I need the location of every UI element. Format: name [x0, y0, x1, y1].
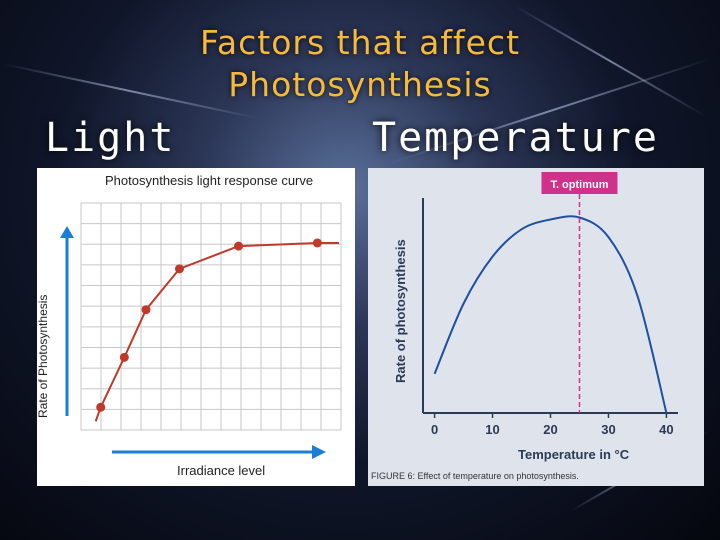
temp-series: [433, 194, 668, 414]
temp-tick-label: 30: [601, 422, 615, 437]
light-data-point: [119, 352, 129, 362]
temp-tick-label: 20: [543, 422, 557, 437]
light-data-point: [234, 241, 244, 251]
t-optimum-label: T. optimum: [550, 179, 608, 191]
light-chart-svg: Photosynthesis light response curve Rate…: [36, 173, 342, 478]
slide-title: Factors that affect Photosynthesis: [150, 22, 570, 106]
light-data-point: [312, 238, 322, 248]
light-data-point: [141, 305, 151, 315]
t-optimum-label-box: [541, 172, 618, 194]
light-chart-grid: [80, 202, 342, 431]
light-chart-title: Photosynthesis light response curve: [105, 173, 313, 188]
light-x-axis-label: Irradiance level: [177, 463, 265, 478]
light-response-line: [94, 242, 339, 422]
slide-title-line-2: Photosynthesis: [228, 65, 492, 104]
temp-y-axis-label: Rate of photosynthesis: [393, 239, 408, 383]
light-response-chart: Photosynthesis light response curve Rate…: [36, 168, 355, 486]
heading-light: Light: [45, 115, 176, 161]
light-series: [94, 238, 339, 422]
light-data-point: [174, 264, 184, 274]
temp-figure-caption: FIGURE 6: Effect of temperature on photo…: [371, 471, 579, 481]
temperature-response-curve: [433, 215, 668, 414]
temperature-chart: Rate of photosynthesis Temperature in °C…: [368, 168, 704, 486]
temp-x-ticks: 0 10 20 30 40: [431, 413, 674, 437]
temp-tick-label: 10: [485, 422, 499, 437]
light-y-axis-label: Rate of Photosynthesis: [37, 295, 50, 418]
heading-temperature: Temperature: [372, 115, 659, 161]
slide-title-line-1: Factors that affect: [199, 23, 521, 62]
temp-tick-label: 0: [431, 422, 438, 437]
light-data-point: [96, 402, 106, 412]
y-axis-arrowhead: [60, 226, 74, 238]
temperature-chart-svg: Rate of photosynthesis Temperature in °C…: [371, 172, 678, 481]
x-axis-arrowhead: [312, 445, 326, 459]
temp-tick-label: 40: [659, 422, 673, 437]
temp-x-axis-label: Temperature in °C: [518, 447, 630, 462]
